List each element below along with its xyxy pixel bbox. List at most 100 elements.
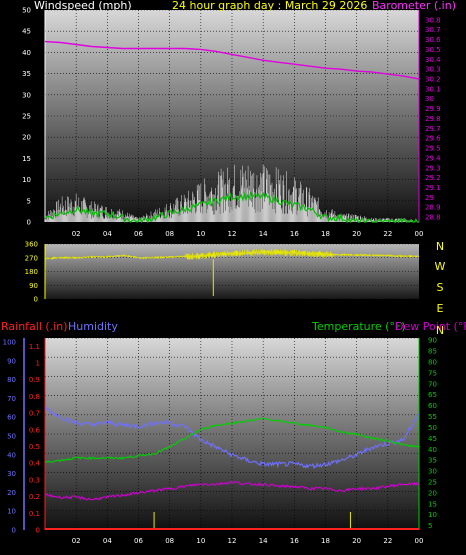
compass-label: N <box>436 324 444 337</box>
humidity-y-tick: 100 <box>3 339 16 347</box>
x-tick-label: 00 <box>415 537 424 545</box>
wind-y-tick: 0 <box>27 219 31 227</box>
dewpoint-label: Dew Point (°F) <box>395 320 466 333</box>
wind-y-tick: 35 <box>22 70 31 78</box>
direction-y-tick: 90 <box>29 282 38 290</box>
temp-y-tick: 40 <box>428 446 437 454</box>
temp-y-tick: 25 <box>428 479 437 487</box>
barometer-line <box>44 40 420 80</box>
humidity-y-tick: 40 <box>7 451 16 459</box>
baro-y-tick: 30.6 <box>425 36 441 44</box>
temp-y-tick: 20 <box>428 489 437 497</box>
rain-y-tick: 0.1 <box>29 510 40 518</box>
baro-y-tick: 29.9 <box>425 105 441 113</box>
x-tick-label: 08 <box>165 230 174 238</box>
humidity-y-tick: 30 <box>7 470 16 478</box>
baro-y-tick: 30.5 <box>425 46 441 54</box>
x-tick-label: 18 <box>321 230 330 238</box>
baro-y-tick: 29 <box>425 194 434 202</box>
temp-y-tick: 80 <box>428 359 437 367</box>
x-tick-label: 20 <box>352 537 361 545</box>
compass-label: E <box>437 302 444 315</box>
rain-y-tick: 0.4 <box>29 460 41 468</box>
x-tick-label: 02 <box>72 537 81 545</box>
barometer-label: Barometer (.in) <box>372 0 456 12</box>
baro-y-tick: 28.9 <box>425 204 441 212</box>
baro-y-tick: 29.1 <box>425 184 441 192</box>
x-tick-label: 10 <box>196 230 205 238</box>
temperature-label: Temperature (°F) <box>311 320 406 333</box>
baro-y-tick: 30.8 <box>425 16 441 24</box>
direction-y-tick: 360 <box>25 241 38 249</box>
x-tick-label: 22 <box>383 537 392 545</box>
temperature-line <box>44 417 420 463</box>
temp-y-tick: 70 <box>428 380 437 388</box>
wind-average-line <box>44 191 419 224</box>
baro-y-tick: 29.4 <box>425 154 441 162</box>
temp-y-tick: 45 <box>428 435 437 443</box>
dewpoint-line <box>44 480 420 501</box>
x-tick-label: 06 <box>134 537 143 545</box>
baro-y-tick: 29.8 <box>425 115 441 123</box>
temp-y-tick: 85 <box>428 348 437 356</box>
temp-y-tick: 65 <box>428 391 437 399</box>
direction-y-tick: 0 <box>34 296 38 304</box>
humidity-y-tick: 50 <box>7 433 16 441</box>
baro-y-tick: 30.4 <box>425 56 441 64</box>
humidity-y-tick: 20 <box>7 489 16 497</box>
rain-y-tick: 1.1 <box>29 343 40 351</box>
temp-y-tick: 55 <box>428 413 437 421</box>
temp-y-tick: 30 <box>428 468 437 476</box>
x-tick-label: 14 <box>259 230 268 238</box>
windspeed-label: Windspeed (mph) <box>34 0 132 12</box>
baro-y-tick: 30.3 <box>425 66 441 74</box>
wind-y-tick: 25 <box>22 113 31 121</box>
temp-y-tick: 60 <box>428 402 437 410</box>
wind-y-tick: 40 <box>22 49 31 57</box>
temp-y-tick: 50 <box>428 424 437 432</box>
humidity-y-tick: 60 <box>7 414 16 422</box>
humidity-line <box>44 406 420 470</box>
temp-y-tick: 90 <box>428 337 437 345</box>
wind-y-tick: 15 <box>22 155 31 163</box>
temp-y-tick: 15 <box>428 500 437 508</box>
humidity-y-tick: 0 <box>12 527 16 535</box>
wind-y-tick: 5 <box>27 197 31 205</box>
wind-y-tick: 20 <box>22 134 31 142</box>
rain-y-tick: 0.5 <box>29 443 40 451</box>
baro-y-tick: 30.7 <box>425 26 441 34</box>
baro-y-tick: 30.1 <box>425 85 441 93</box>
baro-y-tick: 29.3 <box>425 164 441 172</box>
rain-y-tick: 0.7 <box>29 410 40 418</box>
humidity-label: Humidity <box>68 320 118 333</box>
direction-y-tick: 270 <box>25 254 38 262</box>
x-tick-label: 12 <box>228 537 237 545</box>
x-tick-label: 02 <box>72 230 81 238</box>
x-tick-label: 08 <box>165 537 174 545</box>
humidity-y-tick: 90 <box>7 357 16 365</box>
x-tick-label: 18 <box>321 537 330 545</box>
baro-y-tick: 30.2 <box>425 76 441 84</box>
x-tick-label: 14 <box>259 537 268 545</box>
rain-y-tick: 0 <box>36 527 40 535</box>
temp-y-tick: 35 <box>428 457 437 465</box>
humidity-y-tick: 10 <box>7 508 16 516</box>
wind-y-tick: 10 <box>22 176 31 184</box>
rainfall-label: Rainfall (.in) <box>1 320 68 333</box>
baro-y-tick: 28.8 <box>425 214 441 222</box>
x-tick-label: 16 <box>290 537 299 545</box>
direction-y-tick: 180 <box>25 268 38 276</box>
baro-y-tick: 29.2 <box>425 174 441 182</box>
baro-y-tick: 29.7 <box>425 125 441 133</box>
temp-y-tick: 5 <box>428 522 432 530</box>
humidity-y-tick: 70 <box>7 395 16 403</box>
baro-y-tick: 30 <box>425 95 434 103</box>
x-tick-label: 04 <box>103 230 112 238</box>
wind-y-tick: 30 <box>22 91 31 99</box>
baro-y-tick: 29.6 <box>425 135 441 143</box>
x-tick-label: 20 <box>352 230 361 238</box>
temp-y-tick: 10 <box>428 511 437 519</box>
temp-y-tick: 75 <box>428 369 437 377</box>
